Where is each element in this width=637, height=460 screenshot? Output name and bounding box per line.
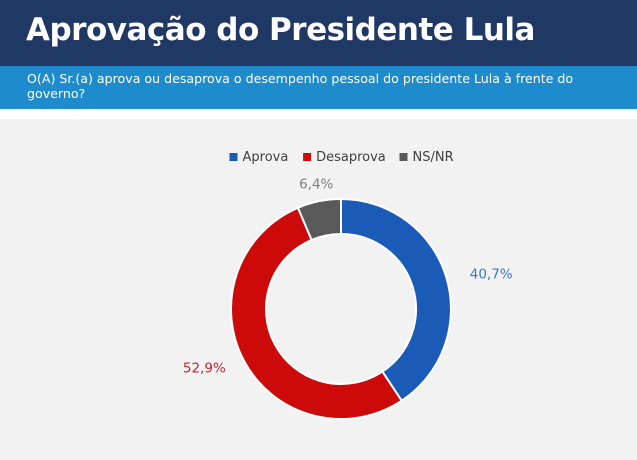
data-label-desaprova: 52,9%: [183, 361, 226, 377]
title-bar: Aprovação do Presidente Lula: [0, 0, 637, 66]
legend-swatch: [399, 153, 408, 161]
chart-legend: Aprova Desaprova NS/NR: [229, 150, 454, 165]
slice-desaprova: [230, 206, 404, 420]
legend-item-desaprova: Desaprova: [303, 150, 386, 165]
legend-item-ns-nr: NS/NR: [399, 150, 454, 165]
data-label-aprova: 40,7%: [470, 266, 513, 282]
legend-swatch: [229, 153, 238, 161]
legend-swatch: [303, 153, 312, 161]
chart-area: Aprova Desaprova NS/NR 40,7% 52,9% 6,4%: [0, 119, 637, 460]
page-title: Aprovação do Presidente Lula: [26, 12, 535, 48]
legend-label: NS/NR: [413, 150, 454, 165]
donut-chart: Aprova Desaprova NS/NR 40,7% 52,9% 6,4%: [183, 150, 513, 420]
legend-label: Desaprova: [316, 150, 386, 165]
legend-item-aprova: Aprova: [229, 150, 289, 165]
donut-slices: [230, 197, 452, 420]
legend-label: Aprova: [243, 150, 289, 165]
data-label-ns-nr: 6,4%: [299, 176, 333, 192]
slice-ns-nr: [296, 197, 342, 242]
slice-labels: 40,7% 52,9% 6,4%: [183, 176, 513, 376]
question-bar: O(A) Sr.(a) aprova ou desaprova o desemp…: [0, 66, 637, 109]
slice-aprova: [340, 197, 452, 403]
survey-question: O(A) Sr.(a) aprova ou desaprova o desemp…: [27, 71, 574, 101]
